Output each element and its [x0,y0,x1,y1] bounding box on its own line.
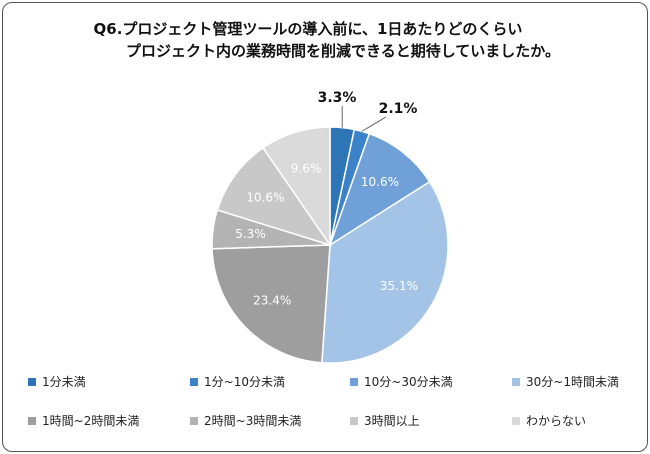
data-label-3: 10.6% [361,175,399,189]
data-label-1: 3.3% [318,90,357,106]
data-label-2: 2.1% [379,101,418,117]
pie-slice-4 [321,180,449,364]
chart-title-line1: Q6.プロジェクト管理ツールの導入前に、1日あたりどのくらい [93,20,523,38]
data-label-6: 5.3% [235,227,266,241]
chart-title: Q6.プロジェクト管理ツールの導入前に、1日あたりどのくらい プロジェクト内の業… [0,18,650,62]
pie-slice-7 [216,146,332,247]
pie-slice-8 [262,126,331,248]
data-label-7: 10.6% [246,190,284,204]
pie-slice-5 [211,244,331,364]
data-label-5: 23.4% [253,294,291,308]
data-label-8: 9.6% [291,161,322,175]
chart-title-line2: プロジェクト内の業務時間を削減できると期待していましたか。 [126,42,560,60]
leader-line-2 [361,116,387,132]
pie-slice-3 [328,132,431,247]
data-label-4: 35.1% [380,279,418,293]
